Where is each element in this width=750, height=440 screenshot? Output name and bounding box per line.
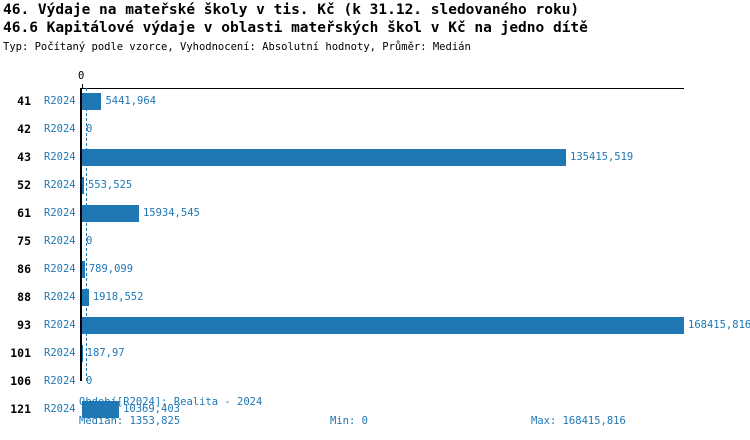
bar: [82, 289, 89, 306]
bar-value-label: 15934,545: [142, 207, 200, 219]
table-row: 121 R2024 10369,403: [0, 397, 750, 425]
bar-value-label: 789,099: [88, 263, 134, 275]
row-key-label: 41: [17, 94, 31, 108]
page-title-line1: 46. Výdaje na mateřské školy v tis. Kč (…: [3, 2, 580, 18]
table-row: 106 R2024 0: [0, 369, 750, 397]
bar: [82, 317, 684, 334]
table-row: 42 R2024 0: [0, 117, 750, 145]
stat-min: Min: 0: [330, 415, 368, 427]
row-series-label: R2024: [44, 207, 76, 219]
chart-axis-left: [80, 88, 82, 381]
chart-axis-top: [82, 88, 684, 89]
page-title-line2: 46.6 Kapitálové výdaje v oblasti mateřsk…: [3, 20, 588, 36]
bar-value-label: 135415,519: [570, 151, 634, 163]
row-series-label: R2024: [44, 235, 76, 247]
bar-value-label: 553,525: [87, 179, 133, 191]
row-series-label: R2024: [44, 347, 76, 359]
stat-median: Medián: 1353,825: [79, 415, 181, 427]
row-key-label: 86: [17, 262, 31, 276]
bar: [82, 177, 84, 194]
row-series-label: R2024: [44, 375, 76, 387]
table-row: 52 R2024 553,525: [0, 173, 750, 201]
bar-value-label: 0: [86, 235, 93, 247]
table-row: 93 R2024 168415,816: [0, 313, 750, 341]
bar-value-label: 0: [86, 375, 93, 387]
row-key-label: 106: [10, 374, 31, 388]
table-row: 75 R2024 0: [0, 229, 750, 257]
row-key-label: 88: [17, 290, 31, 304]
bar-value-label: 168415,816: [688, 319, 750, 331]
table-row: 88 R2024 1918,552: [0, 285, 750, 313]
table-row: 41 R2024 5441,964: [0, 89, 750, 117]
row-series-label: R2024: [44, 291, 76, 303]
row-series-label: R2024: [44, 319, 76, 331]
bar: [82, 149, 567, 166]
row-key-label: 52: [17, 178, 31, 192]
bar-value-label: 1918,552: [92, 291, 144, 303]
table-row: 43 R2024 135415,519: [0, 145, 750, 173]
row-series-label: R2024: [44, 263, 76, 275]
row-key-label: 61: [17, 206, 31, 220]
row-series-label: R2024: [44, 95, 76, 107]
row-key-label: 121: [10, 402, 31, 416]
legend-period: Období[R2024]: Realita - 2024: [79, 396, 263, 408]
bar-value-label: 187,97: [86, 347, 125, 359]
row-series-label: R2024: [44, 151, 76, 163]
row-series-label: R2024: [44, 179, 76, 191]
bar-value-label: 5441,964: [105, 95, 157, 107]
x-axis-tick-zero-label: 0: [78, 70, 85, 82]
bar: [82, 345, 83, 362]
bar: [82, 261, 85, 278]
bar-value-label: 10369,403: [123, 403, 180, 415]
row-key-label: 42: [17, 122, 31, 136]
row-series-label: R2024: [44, 123, 76, 135]
bar: [82, 401, 120, 418]
row-series-label: R2024: [44, 403, 76, 415]
row-key-label: 93: [17, 318, 31, 332]
table-row: 86 R2024 789,099: [0, 257, 750, 285]
bar: [82, 205, 139, 222]
page-subtitle: Typ: Počítaný podle vzorce, Vyhodnocení:…: [3, 41, 471, 53]
x-axis-tick-zero-mark: [82, 84, 83, 89]
row-key-label: 43: [17, 150, 31, 164]
median-reference-line: [86, 88, 88, 381]
table-row: 61 R2024 15934,545: [0, 201, 750, 229]
row-key-label: 75: [17, 234, 31, 248]
stat-max: Max: 168415,816: [531, 415, 626, 427]
table-row: 101 R2024 187,97: [0, 341, 750, 369]
row-key-label: 101: [10, 346, 31, 360]
bar-value-label: 0: [86, 123, 93, 135]
bar: [82, 93, 102, 110]
